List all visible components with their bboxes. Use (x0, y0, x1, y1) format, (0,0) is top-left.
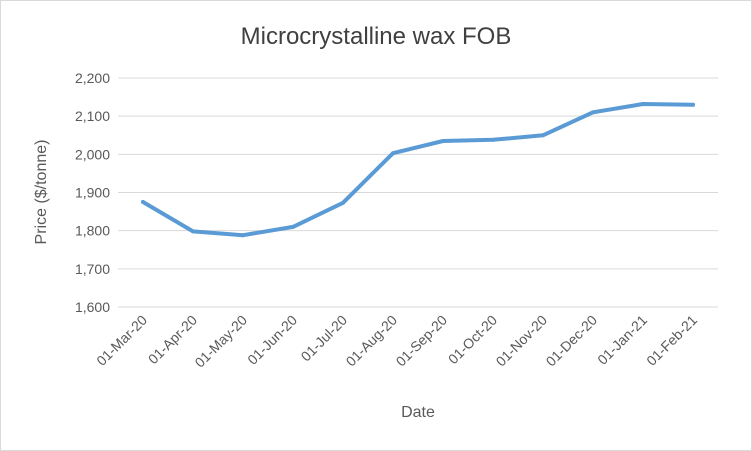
x-tick-label: 01-Nov-20 (493, 312, 551, 370)
x-tick-label: 01-May-20 (191, 312, 250, 371)
data-point (391, 151, 395, 156)
chart-title: Microcrystalline wax FOB (241, 23, 512, 50)
x-tick-label: 01-Jul-20 (298, 312, 351, 365)
x-tick-label: 01-Jan-21 (594, 312, 650, 368)
y-axis-label: Price ($/tonne) (33, 140, 50, 245)
y-tick-label: 1,900 (75, 185, 110, 201)
x-tick-label: 01-Mar-20 (93, 312, 150, 369)
y-tick-label: 1,800 (75, 223, 110, 239)
gridlines (118, 77, 718, 308)
data-point (641, 101, 645, 106)
price-series-line (141, 102, 695, 238)
x-tick-label: 01-Dec-20 (543, 312, 601, 370)
x-tick-label: 01-Oct-20 (445, 312, 500, 367)
data-point (441, 138, 445, 143)
x-axis-ticks: 01-Mar-2001-Apr-2001-May-2001-Jun-2001-J… (93, 312, 700, 371)
x-tick-label: 01-Jun-20 (244, 312, 300, 368)
data-point (691, 102, 695, 107)
y-tick-label: 1,700 (75, 261, 110, 277)
x-tick-label: 01-Feb-21 (643, 312, 700, 369)
data-point (191, 229, 195, 234)
y-axis-ticks: 1,600 1,700 1,800 1,900 2,000 2,100 2,200 (75, 70, 110, 315)
x-tick-label: 01-Sep-20 (393, 312, 451, 370)
data-point (591, 110, 595, 115)
x-axis-label: Date (401, 404, 435, 421)
data-point (241, 233, 245, 238)
data-point (341, 200, 345, 205)
y-tick-label: 1,600 (75, 299, 110, 315)
x-tick-label: 01-Aug-20 (343, 312, 401, 370)
data-point (291, 224, 295, 229)
y-tick-label: 2,100 (75, 108, 110, 124)
series-group (141, 101, 695, 238)
data-point (141, 200, 145, 205)
data-point (541, 133, 545, 138)
y-tick-label: 2,200 (75, 70, 110, 86)
data-point (491, 137, 495, 142)
y-tick-label: 2,000 (75, 146, 110, 162)
